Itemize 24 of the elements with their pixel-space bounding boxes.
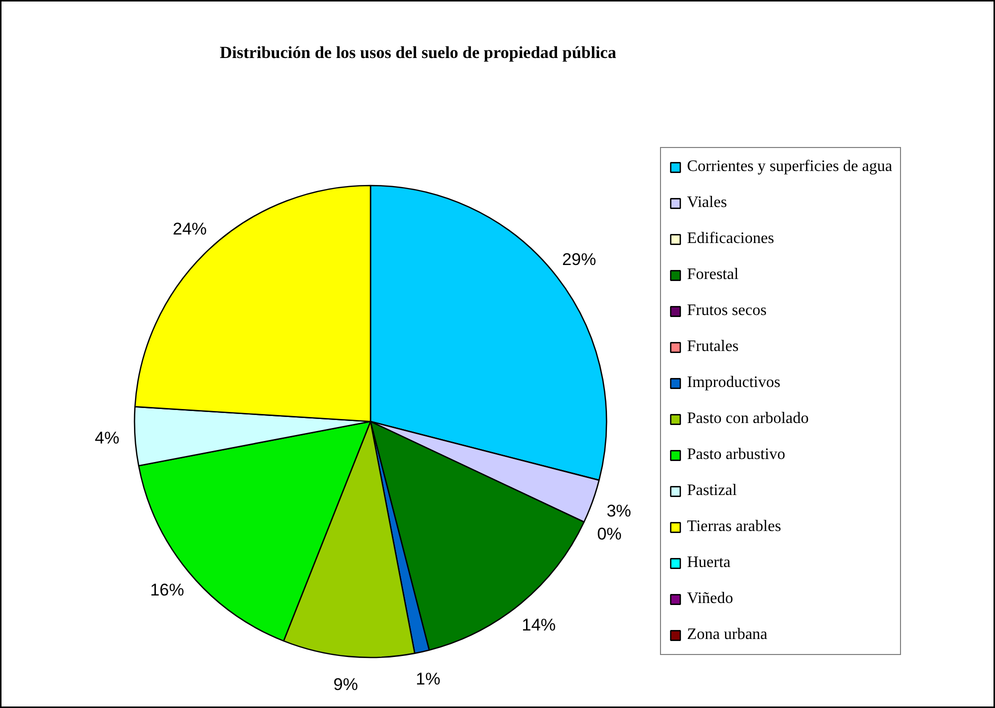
legend-label: Huerta (687, 553, 731, 573)
data-label: 29% (562, 250, 596, 270)
data-label: 3% (606, 501, 632, 520)
data-label: 24% (172, 220, 207, 239)
legend-label: Improductivos (687, 373, 780, 393)
legend-label: Corrientes y superficies de agua (687, 157, 892, 177)
legend-label: Pasto arbustivo (687, 445, 786, 465)
legend-label: Edificaciones (687, 229, 774, 249)
legend-label: Viñedo (687, 589, 734, 609)
legend-label: Pasto con arbolado (687, 409, 809, 429)
chart-title: Distribución de los usos del suelo de propiedad pública (220, 43, 617, 62)
text: 0% (597, 524, 622, 544)
data-label: 1% (416, 670, 440, 689)
legend-label: Zona urbana (687, 625, 768, 645)
legend-label: Forestal (687, 265, 739, 285)
data-label: 9% (333, 674, 358, 694)
legend-label: Frutales (687, 337, 739, 357)
legend-label: Tierras arables (687, 517, 782, 537)
data-label: 14% (522, 615, 556, 634)
legend-label: Pastizal (687, 481, 737, 501)
legend-label: Viales (687, 193, 727, 213)
data-label: 4% (94, 428, 120, 448)
data-label: 16% (150, 580, 184, 600)
legend-label: Frutos secos (687, 301, 767, 321)
